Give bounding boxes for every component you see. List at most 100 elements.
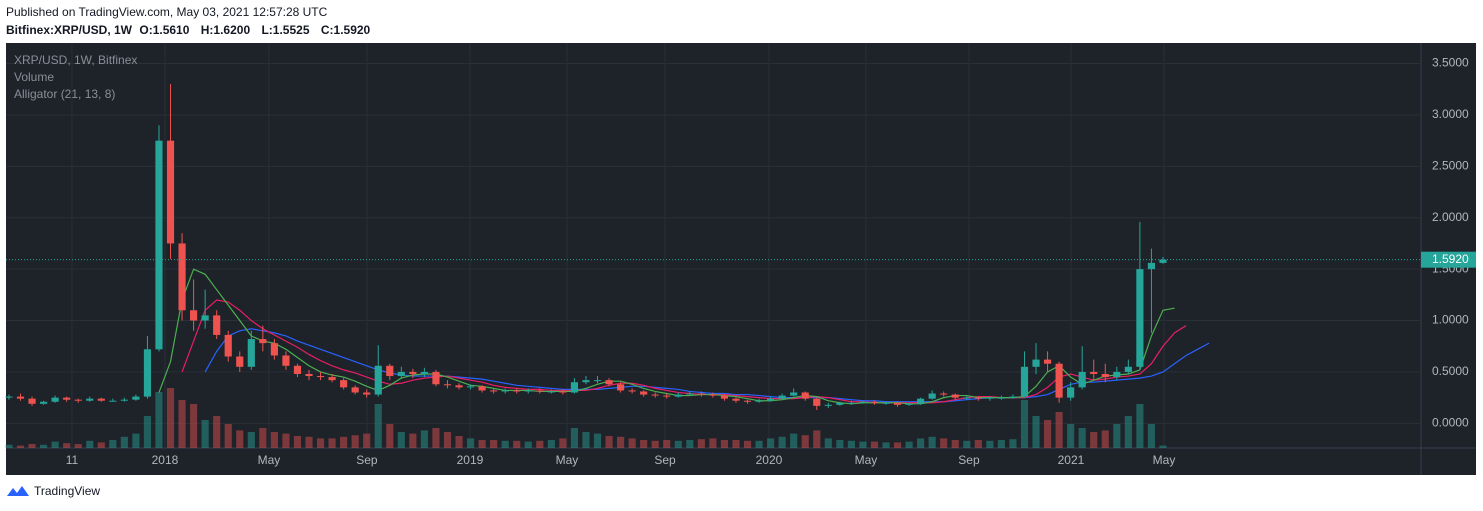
volume-bar xyxy=(247,432,255,448)
candle-body xyxy=(1078,371,1086,388)
ohlc-high: H:1.6200 xyxy=(201,23,254,37)
x-tick-label: May xyxy=(855,453,878,467)
volume-layer xyxy=(5,388,1167,448)
candle-body xyxy=(951,394,959,398)
volume-bar xyxy=(1159,445,1167,448)
volume-bar xyxy=(1124,416,1132,448)
candle-body xyxy=(259,339,267,344)
volume-bar xyxy=(51,441,59,448)
candle-body xyxy=(178,243,186,311)
candle-body xyxy=(97,398,105,401)
volume-bar xyxy=(190,404,198,448)
candle-body xyxy=(1113,371,1121,378)
volume-bar xyxy=(109,440,117,448)
candle-body xyxy=(593,380,602,382)
candle-body xyxy=(490,390,498,392)
volume-bar xyxy=(870,441,879,448)
ohlc-label: H: xyxy=(200,23,214,37)
volume-bar xyxy=(236,430,244,448)
volume-bar xyxy=(386,424,394,448)
legend-volume: Volume xyxy=(14,70,54,84)
candle-body xyxy=(1159,259,1167,263)
volume-bar xyxy=(28,444,36,448)
ohlc-value: 1.6200 xyxy=(213,23,251,37)
y-tick-label: 3.0000 xyxy=(1432,107,1469,121)
ohlc-low: L:1.5525 xyxy=(261,23,313,37)
volume-bar xyxy=(536,440,544,448)
x-tick-label: May xyxy=(556,453,579,467)
volume-bar xyxy=(1101,430,1109,448)
volume-bar xyxy=(663,440,671,448)
candle-body xyxy=(1124,366,1132,372)
candle-body xyxy=(743,400,752,402)
volume-bar xyxy=(97,442,105,448)
x-tick-label: 2018 xyxy=(152,453,179,467)
volume-bar xyxy=(767,438,775,448)
volume-bar xyxy=(617,436,625,448)
volume-bar xyxy=(651,440,659,448)
volume-bar xyxy=(686,440,694,448)
volume-bar xyxy=(432,428,440,448)
candle-body xyxy=(455,385,463,388)
candle-body xyxy=(628,390,636,392)
candle-body xyxy=(767,398,775,401)
volume-bar xyxy=(63,443,71,448)
candle-body xyxy=(778,395,786,399)
volume-bar xyxy=(1090,432,1098,448)
candle-body xyxy=(1147,262,1156,270)
alligator-line xyxy=(158,268,1175,405)
volume-bar xyxy=(917,438,925,448)
y-tick-label: 0.0000 xyxy=(1432,416,1469,430)
volume-bar xyxy=(547,440,555,448)
candle-body xyxy=(813,398,821,406)
volume-bar xyxy=(259,428,267,448)
volume-bar xyxy=(305,436,313,448)
volume-bar xyxy=(120,436,128,448)
last-price-tag xyxy=(1421,251,1476,268)
volume-bar xyxy=(397,432,405,448)
volume-bar xyxy=(755,440,763,448)
candle-body xyxy=(397,371,405,377)
candle-body xyxy=(1043,359,1052,364)
volume-bar xyxy=(201,420,209,448)
volume-bar xyxy=(213,416,221,448)
candle-body xyxy=(859,401,867,403)
volume-bar xyxy=(859,441,867,448)
candle-body xyxy=(374,365,382,395)
y-tick-label: 2.0000 xyxy=(1432,210,1469,224)
volume-bar xyxy=(293,436,302,448)
volume-bar xyxy=(847,440,855,448)
volume-bar xyxy=(443,432,452,448)
volume-bar xyxy=(824,438,832,448)
volume-bar xyxy=(74,444,82,448)
candle-body xyxy=(28,398,36,404)
candle-body xyxy=(536,390,544,392)
volume-bar xyxy=(836,440,844,448)
candle-body xyxy=(201,315,209,321)
candle-body xyxy=(720,395,729,399)
axes-layer: 0.00000.50001.00001.50002.00002.50003.00… xyxy=(6,56,1476,467)
x-tick-label: Sep xyxy=(958,453,980,467)
volume-bar xyxy=(132,433,140,448)
symbol: Bitfinex:XRP/USD, 1W xyxy=(6,23,133,37)
volume-bar xyxy=(501,440,509,448)
candle-body xyxy=(732,398,740,401)
volume-bar xyxy=(524,441,532,448)
candle-body xyxy=(940,393,948,395)
candle-body xyxy=(709,394,717,396)
x-tick-label: 11 xyxy=(66,453,79,467)
volume-bar xyxy=(778,436,786,448)
candle-body xyxy=(1055,363,1063,398)
volume-bar xyxy=(155,392,163,448)
candle-body xyxy=(524,390,532,392)
volume-bar xyxy=(316,438,325,448)
x-tick-label: 2019 xyxy=(457,453,484,467)
candle-body xyxy=(501,390,509,392)
volume-bar xyxy=(5,444,13,448)
volume-bar xyxy=(963,440,971,448)
candle-body xyxy=(316,376,325,378)
volume-bar xyxy=(409,433,417,448)
volume-bar xyxy=(790,433,798,448)
candle-body xyxy=(1020,366,1029,397)
